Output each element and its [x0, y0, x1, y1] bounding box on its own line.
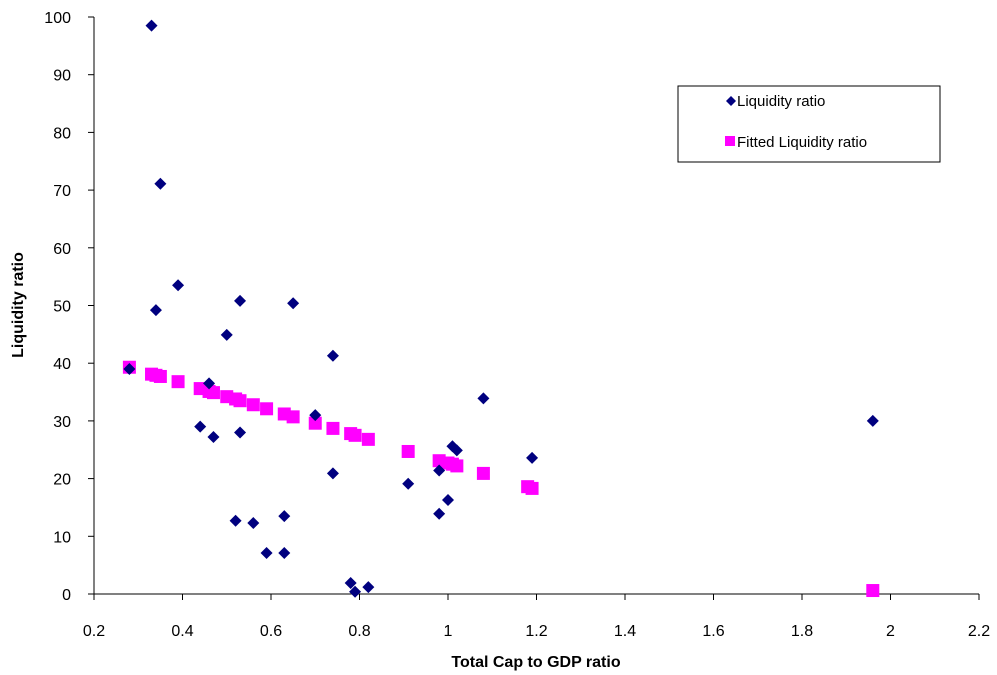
x-tick-label: 0.4	[171, 623, 193, 640]
liquidity-point	[866, 414, 879, 427]
y-tick-label: 0	[62, 587, 71, 604]
y-axis-title: Liquidity ratio	[10, 252, 27, 358]
legend-label-liquidity-ratio: Liquidity ratio	[737, 93, 825, 110]
liquidity-point	[309, 409, 322, 422]
liquidity-point	[194, 420, 207, 433]
data-marks	[122, 19, 880, 598]
x-tick-label: 2.2	[968, 623, 990, 640]
liquidity-point	[450, 444, 463, 457]
y-tick-label: 60	[53, 241, 71, 258]
fitted-liquidity-point	[348, 428, 362, 442]
fitted-liquidity-point	[246, 398, 260, 412]
y-tick-label: 90	[53, 68, 71, 85]
fitted-liquidity-point	[450, 459, 464, 473]
x-tick-label: 1	[444, 623, 453, 640]
legend-square-icon	[725, 136, 735, 146]
liquidity-point	[442, 493, 454, 506]
liquidity-point	[433, 507, 446, 520]
fitted-liquidity-point	[866, 584, 880, 598]
y-tick-label: 40	[53, 356, 71, 373]
legend-label-fitted-liquidity-ratio: Fitted Liquidity ratio	[737, 134, 867, 151]
liquidity-point	[172, 279, 185, 292]
x-tick-label: 1.6	[702, 623, 724, 640]
x-tick-label: 1.2	[525, 623, 547, 640]
fitted-liquidity-point	[525, 481, 539, 495]
liquidity-point	[349, 585, 362, 598]
liquidity-point	[326, 467, 339, 480]
liquidity-point	[260, 547, 273, 560]
axes: 0 10 20 30 40 50 60 70 80 90 100 0.2 0.4 0.6 0.8 1 1.2 1.…	[44, 10, 990, 640]
fitted-liquidity-point	[260, 402, 274, 416]
liquidity-point	[344, 577, 357, 590]
y-tick-label: 50	[53, 299, 71, 316]
liquidity-point	[149, 304, 162, 317]
fitted-liquidity-point	[153, 369, 167, 383]
liquidity-point	[247, 517, 260, 530]
y-tick-label: 70	[53, 183, 71, 200]
fitted-liquidity-point	[361, 432, 375, 446]
liquidity-point	[220, 328, 233, 341]
y-tick-label: 80	[53, 125, 71, 142]
liquidity-point	[203, 377, 216, 390]
x-tick-label: 1.4	[614, 623, 636, 640]
liquidity-point	[402, 477, 415, 490]
liquidity-point	[234, 426, 247, 439]
y-tick-label: 20	[53, 472, 71, 489]
x-axis-title: Total Cap to GDP ratio	[451, 654, 620, 671]
legend-diamond-icon	[726, 96, 736, 106]
fitted-liquidity-point	[326, 421, 340, 435]
legend-item-fitted-liquidity-ratio[interactable]: Fitted Liquidity ratio	[725, 134, 867, 151]
fitted-liquidity-point	[206, 386, 220, 400]
liquidity-point	[234, 294, 247, 307]
fitted-liquidity-point	[171, 375, 185, 389]
y-tick-label: 10	[53, 529, 71, 546]
liquidity-point	[526, 451, 539, 464]
legend[interactable]: Liquidity ratio Fitted Liquidity ratio	[677, 85, 941, 163]
liquidity-point	[326, 349, 339, 362]
liquidity-point	[477, 392, 490, 405]
fitted-liquidity-point	[233, 394, 247, 408]
fitted-liquidity-point	[308, 416, 322, 430]
liquidity-point	[123, 362, 136, 375]
x-tick-label: 0.8	[348, 623, 370, 640]
x-tick-label: 2	[886, 623, 895, 640]
y-tick-label: 30	[53, 414, 71, 431]
fitted-liquidity-point	[286, 410, 300, 424]
y-tick-label: 100	[44, 10, 71, 27]
liquidity-point	[145, 19, 158, 32]
liquidity-point	[229, 514, 242, 527]
liquidity-point	[278, 547, 291, 560]
x-tick-label: 0.6	[260, 623, 282, 640]
liquidity-point	[433, 464, 446, 477]
liquidity-point	[362, 581, 375, 594]
legend-box	[677, 85, 941, 163]
liquidity-point	[287, 297, 300, 310]
x-tick-label: 0.2	[83, 623, 105, 640]
x-tick-label: 1.8	[791, 623, 813, 640]
liquidity-point	[278, 510, 291, 523]
liquidity-point	[207, 431, 220, 444]
fitted-liquidity-point	[401, 444, 415, 458]
liquidity-point	[154, 177, 167, 190]
fitted-liquidity-point	[476, 466, 490, 480]
legend-item-liquidity-ratio[interactable]: Liquidity ratio	[726, 93, 825, 110]
